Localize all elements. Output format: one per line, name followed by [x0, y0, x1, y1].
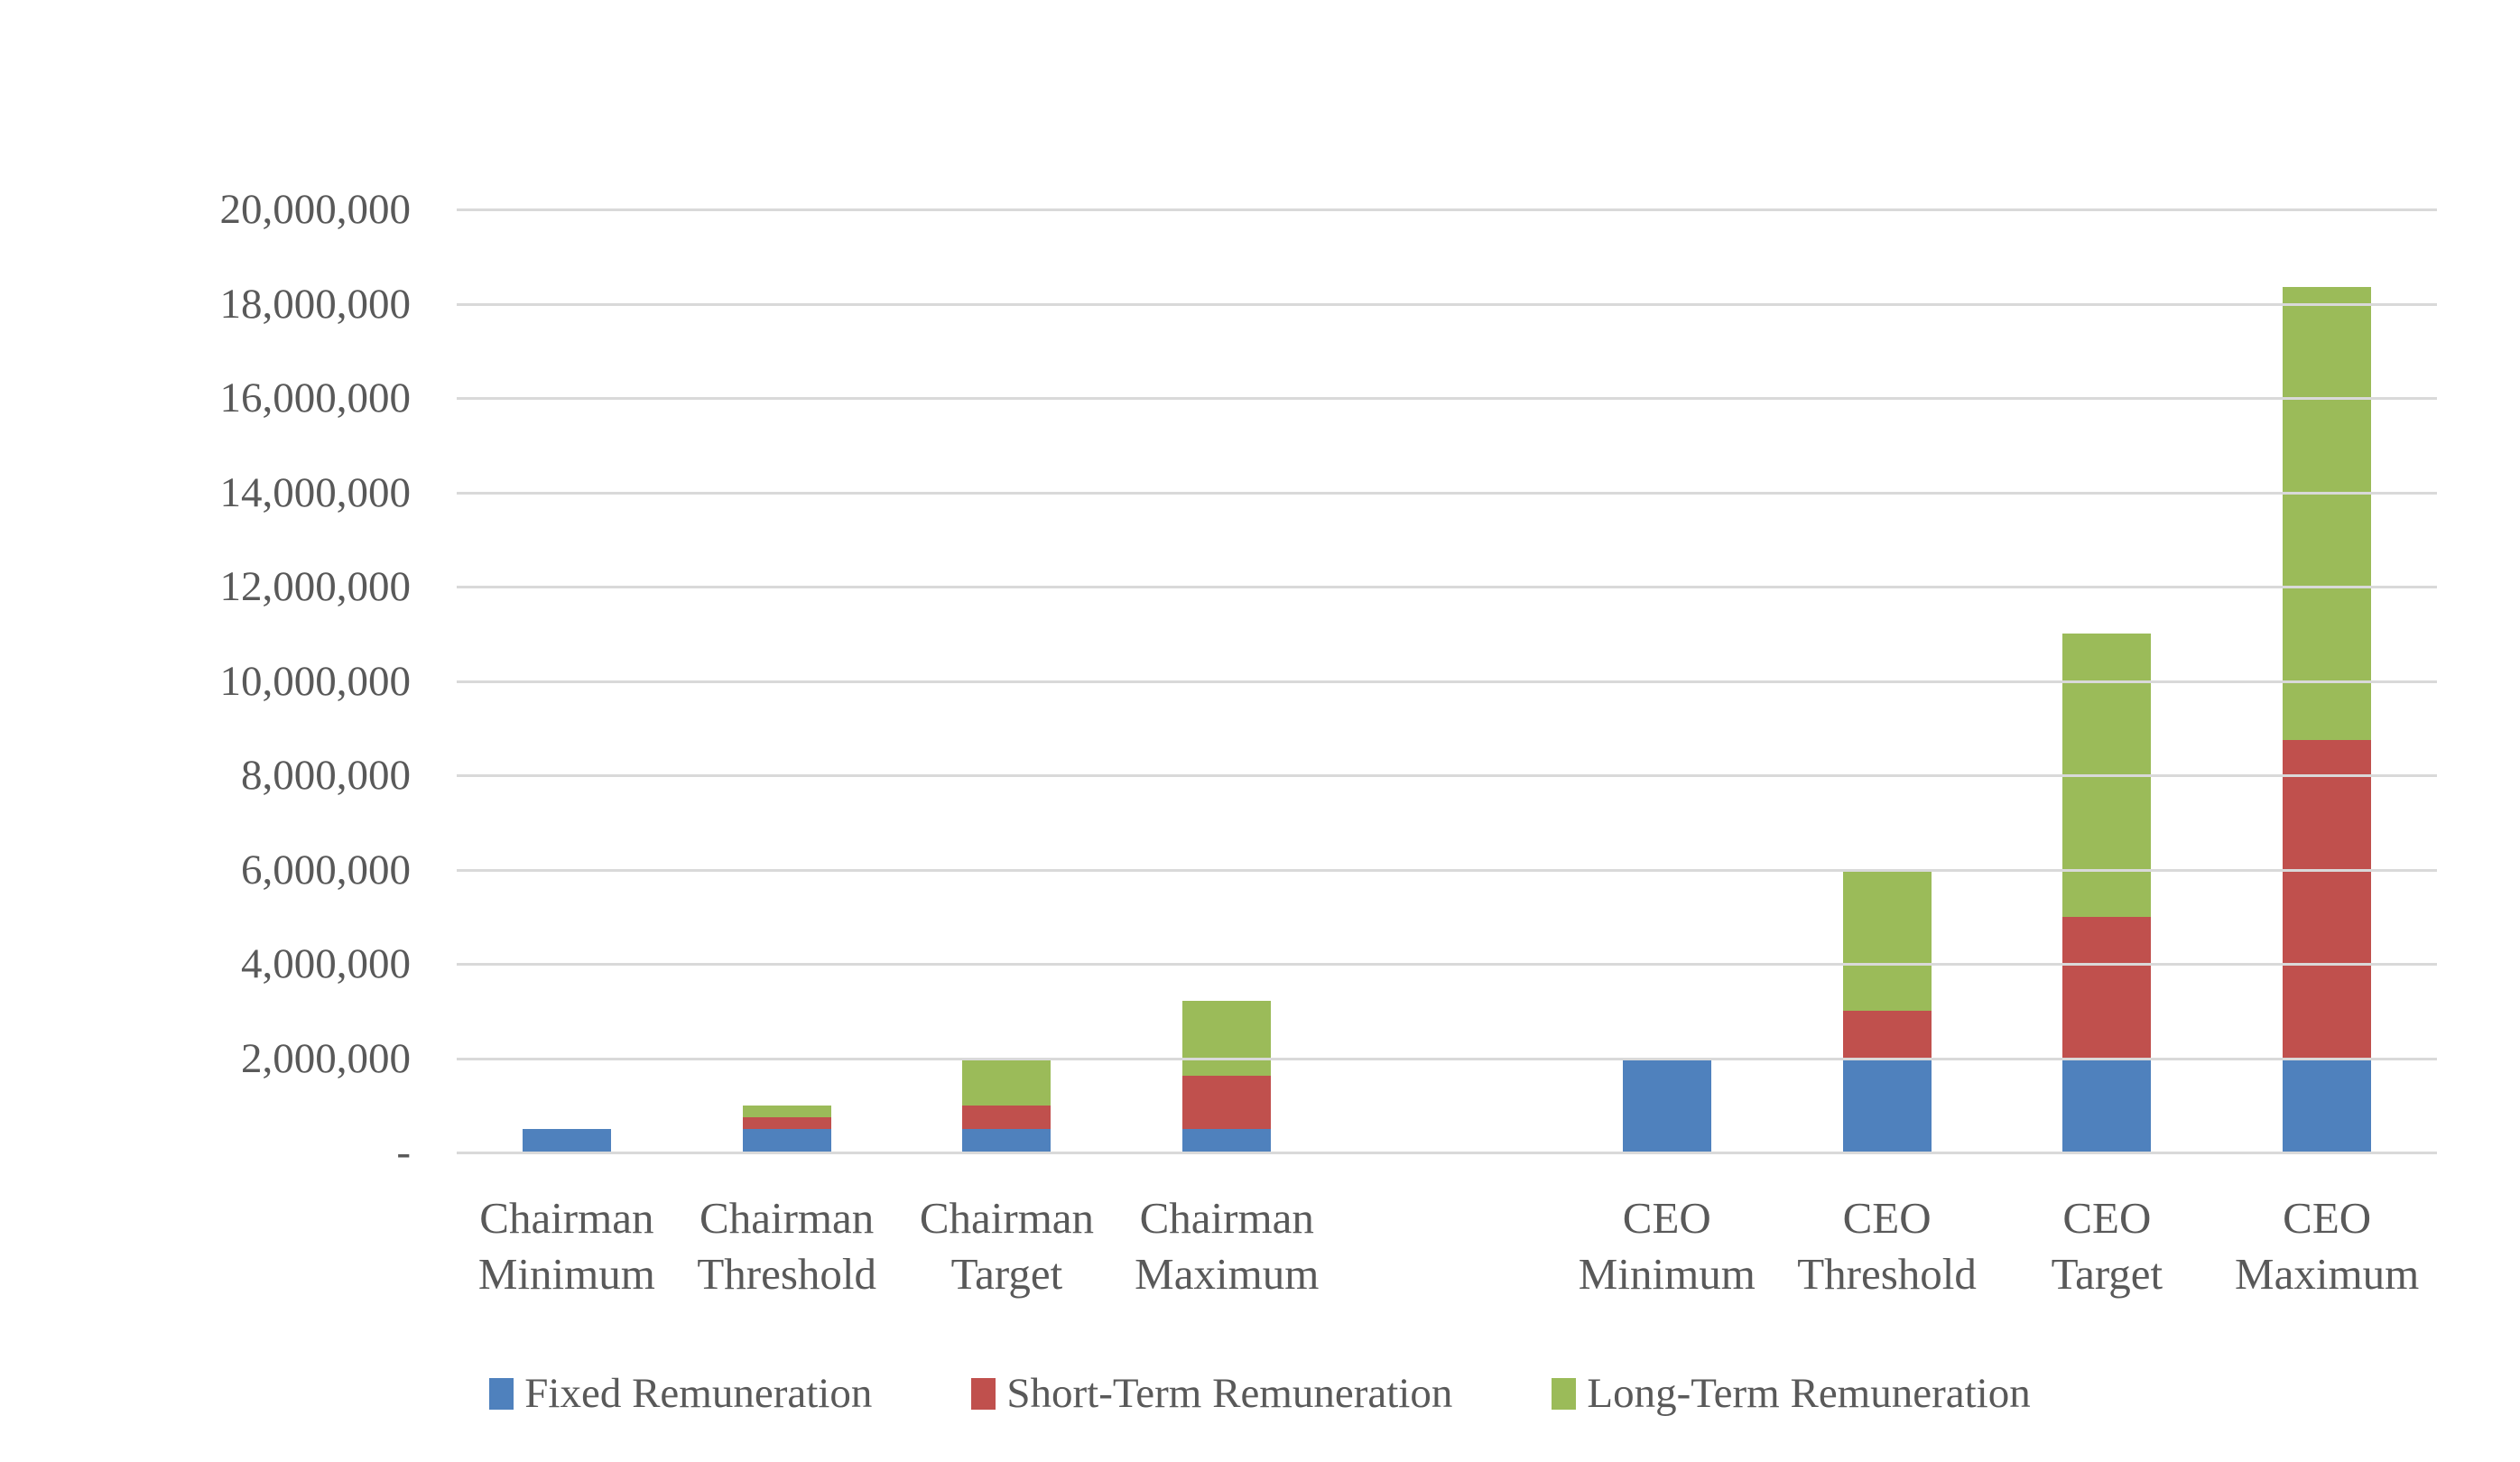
bar-segment-short-term-remuneration — [742, 1116, 831, 1129]
y-tick-label: 6,000,000 — [241, 846, 411, 893]
gridline — [457, 774, 2437, 777]
legend-swatch-fixed-remuneration — [489, 1377, 514, 1410]
bar-column: Chairman Minimum — [457, 209, 677, 1299]
y-tick-label: 14,000,000 — [219, 468, 412, 516]
category-label-line: CEO — [1622, 1193, 1711, 1243]
bar-segment-fixed-remuneration — [1622, 1058, 1711, 1152]
stacked-bar — [522, 1128, 611, 1152]
y-axis: - 2,000,000 4,000,000 6,000,000 8,000,000 10,… — [90, 186, 412, 1176]
bar-segment-short-term-remuneration — [2283, 739, 2372, 1059]
category-label-line: Chairman — [919, 1193, 1095, 1243]
category-label: CEO Minimum — [1579, 1190, 1756, 1302]
category-label: CEO Threshold — [1797, 1190, 1977, 1302]
category-label-line: Maximum — [1135, 1249, 1320, 1299]
y-tick-label: - — [396, 1129, 411, 1176]
y-tick-label: 4,000,000 — [241, 940, 411, 987]
category-label-line: Target — [950, 1249, 1063, 1299]
y-tick-label: 8,000,000 — [241, 752, 411, 799]
y-tick-label: 10,000,000 — [219, 657, 412, 705]
bar-column: Chairman Maximum — [1116, 209, 1337, 1299]
category-label-line: Chairman — [1139, 1193, 1314, 1243]
bar-segment-short-term-remuneration — [2062, 916, 2152, 1059]
legend-item: Long-Term Remuneration — [1552, 1366, 2031, 1420]
category-label: CEO Maximum — [2235, 1190, 2419, 1302]
category-label-line: CEO — [2283, 1193, 2372, 1243]
category-label-line: Chairman — [699, 1193, 875, 1243]
gridline — [457, 868, 2437, 872]
category-label-line: Maximum — [2235, 1249, 2420, 1299]
stacked-bar — [2283, 287, 2372, 1152]
bar-segment-fixed-remuneration — [1182, 1128, 1272, 1152]
gridline — [457, 1057, 2437, 1060]
gridline — [457, 680, 2437, 683]
y-tick-label: 18,000,000 — [219, 280, 412, 328]
bar-column: Chairman Threshold — [677, 209, 897, 1299]
y-tick-label: 12,000,000 — [219, 563, 412, 610]
bar-segment-long-term-remuneration — [1182, 1000, 1272, 1077]
gridline — [457, 491, 2437, 495]
y-tick-label: 2,000,000 — [241, 1034, 411, 1082]
category-label-line: Chairman — [479, 1193, 654, 1243]
gridline — [457, 302, 2437, 306]
bar-segment-long-term-remuneration — [962, 1058, 1052, 1106]
y-tick-label: 20,000,000 — [219, 186, 412, 233]
category-label: Chairman Threshold — [697, 1190, 876, 1302]
bar-segment-short-term-remuneration — [1182, 1076, 1272, 1129]
bar-segment-fixed-remuneration — [522, 1128, 611, 1152]
gridline — [457, 397, 2437, 400]
legend-item-label: Long-Term Remuneration — [1587, 1370, 2031, 1417]
legend-item-label: Short-Term Remuneration — [1006, 1370, 1453, 1417]
stacked-bar — [2062, 634, 2152, 1152]
category-label-line: CEO — [2062, 1193, 2152, 1243]
gridline — [457, 586, 2437, 588]
gridline — [457, 1152, 2437, 1154]
category-label: Chairman Target — [920, 1190, 1094, 1302]
bar-segment-short-term-remuneration — [1842, 1011, 1932, 1059]
legend-swatch-short-term-remuneration — [971, 1377, 996, 1410]
bar-segment-fixed-remuneration — [962, 1128, 1052, 1152]
y-tick-label: 16,000,000 — [219, 375, 412, 421]
bar-segment-fixed-remuneration — [2283, 1058, 2372, 1152]
category-label-line: Target — [2051, 1249, 2163, 1299]
bar-column: CEO Minimum — [1557, 209, 1777, 1299]
stacked-bar — [962, 1058, 1052, 1152]
legend-swatch-long-term-remuneration — [1552, 1377, 1577, 1410]
legend: Fixed Remuneration Short-Term Remuneratio… — [0, 1361, 2520, 1426]
bar-segment-long-term-remuneration — [742, 1105, 831, 1117]
gridline — [457, 963, 2437, 966]
bar-segment-fixed-remuneration — [2062, 1058, 2152, 1152]
category-label: CEO Target — [2052, 1190, 2163, 1302]
category-label-line: Threshold — [1797, 1249, 1977, 1299]
legend-item: Fixed Remuneration — [489, 1366, 872, 1420]
bar-segment-fixed-remuneration — [742, 1128, 831, 1152]
gridline — [457, 208, 2437, 211]
category-label-line: Minimum — [1578, 1249, 1756, 1299]
plot-area: Chairman Minimum Chairman Threshold Chairman… — [457, 208, 2437, 1299]
bar-segment-long-term-remuneration — [1842, 869, 1932, 1012]
stacked-bar — [742, 1105, 831, 1152]
legend-item: Short-Term Remuneration — [971, 1366, 1452, 1420]
bar-segment-long-term-remuneration — [2283, 287, 2372, 740]
bar-segment-fixed-remuneration — [1842, 1058, 1932, 1152]
bar-column: Chairman Target — [897, 209, 1117, 1299]
bar-segment-short-term-remuneration — [962, 1105, 1052, 1129]
category-label: Chairman Maximum — [1135, 1190, 1319, 1302]
category-label-line: CEO — [1842, 1193, 1932, 1243]
stacked-bar — [1842, 869, 1932, 1152]
category-label-line: Threshold — [697, 1249, 877, 1299]
stacked-bar — [1622, 1058, 1711, 1152]
legend-item-label: Fixed Remuneration — [524, 1370, 873, 1417]
category-label: Chairman Minimum — [478, 1190, 655, 1302]
stacked-bar — [1182, 1000, 1272, 1152]
category-label-line: Minimum — [477, 1249, 655, 1299]
bar-column: CEO Threshold — [1777, 209, 1997, 1299]
bar-column: CEO Maximum — [2217, 209, 2437, 1299]
